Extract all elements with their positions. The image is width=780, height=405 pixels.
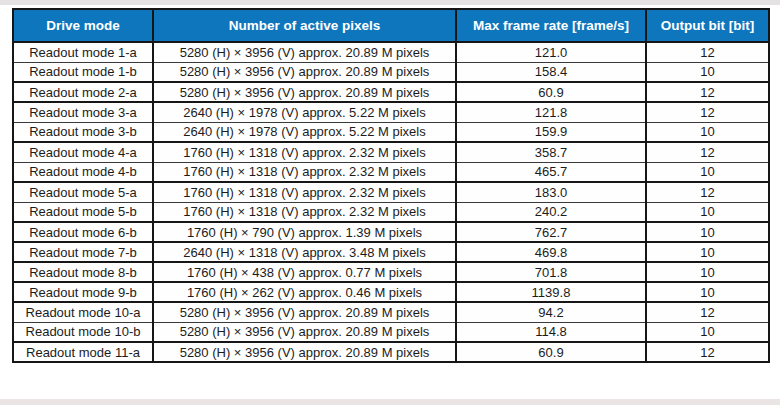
cell-max-frame-rate: 121.8 — [456, 102, 646, 122]
cell-active-pixels: 1760 (H) × 262 (V) approx. 0.46 M pixels — [153, 282, 456, 302]
cell-output-bit: 12 — [646, 182, 769, 202]
table-row: Readout mode 6-b1760 (H) × 790 (V) appro… — [13, 222, 769, 242]
table-row: Readout mode 9-b1760 (H) × 262 (V) appro… — [13, 282, 769, 302]
cell-max-frame-rate: 358.7 — [456, 142, 646, 162]
cell-active-pixels: 2640 (H) × 1318 (V) approx. 3.48 M pixel… — [153, 242, 456, 262]
table-row: Readout mode 10-b5280 (H) × 3956 (V) app… — [13, 322, 769, 342]
cell-active-pixels: 2640 (H) × 1978 (V) approx. 5.22 M pixel… — [153, 102, 456, 122]
table-row: Readout mode 10-a5280 (H) × 3956 (V) app… — [13, 302, 769, 322]
cell-drive-mode: Readout mode 5-b — [13, 202, 153, 222]
cell-drive-mode: Readout mode 9-b — [13, 282, 153, 302]
col-header-drive-mode: Drive mode — [13, 9, 153, 42]
drive-mode-table: Drive mode Number of active pixels Max f… — [12, 8, 770, 363]
cell-active-pixels: 1760 (H) × 1318 (V) approx. 2.32 M pixel… — [153, 142, 456, 162]
cell-max-frame-rate: 469.8 — [456, 242, 646, 262]
cell-max-frame-rate: 762.7 — [456, 222, 646, 242]
cell-active-pixels: 5280 (H) × 3956 (V) approx. 20.89 M pixe… — [153, 42, 456, 62]
cell-output-bit: 12 — [646, 342, 769, 362]
cell-max-frame-rate: 158.4 — [456, 62, 646, 82]
table-row: Readout mode 5-b1760 (H) × 1318 (V) appr… — [13, 202, 769, 222]
page-top-edge — [0, 0, 780, 5]
table-row: Readout mode 3-a2640 (H) × 1978 (V) appr… — [13, 102, 769, 122]
cell-output-bit: 10 — [646, 122, 769, 142]
cell-output-bit: 10 — [646, 222, 769, 242]
cell-drive-mode: Readout mode 8-b — [13, 262, 153, 282]
table-row: Readout mode 5-a1760 (H) × 1318 (V) appr… — [13, 182, 769, 202]
table-row: Readout mode 3-b2640 (H) × 1978 (V) appr… — [13, 122, 769, 142]
cell-drive-mode: Readout mode 10-a — [13, 302, 153, 322]
col-header-max-frame-rate: Max frame rate [frame/s] — [456, 9, 646, 42]
cell-drive-mode: Readout mode 10-b — [13, 322, 153, 342]
cell-active-pixels: 5280 (H) × 3956 (V) approx. 20.89 M pixe… — [153, 342, 456, 362]
document-page: Drive mode Number of active pixels Max f… — [0, 0, 780, 405]
table-row: Readout mode 7-b2640 (H) × 1318 (V) appr… — [13, 242, 769, 262]
table-row: Readout mode 4-b1760 (H) × 1318 (V) appr… — [13, 162, 769, 182]
cell-drive-mode: Readout mode 4-a — [13, 142, 153, 162]
page-bottom-edge — [0, 399, 780, 405]
cell-max-frame-rate: 121.0 — [456, 42, 646, 62]
cell-max-frame-rate: 240.2 — [456, 202, 646, 222]
cell-output-bit: 12 — [646, 102, 769, 122]
cell-max-frame-rate: 1139.8 — [456, 282, 646, 302]
cell-active-pixels: 1760 (H) × 438 (V) approx. 0.77 M pixels — [153, 262, 456, 282]
cell-max-frame-rate: 60.9 — [456, 342, 646, 362]
cell-max-frame-rate: 465.7 — [456, 162, 646, 182]
cell-output-bit: 12 — [646, 82, 769, 102]
cell-output-bit: 10 — [646, 282, 769, 302]
table-header-row: Drive mode Number of active pixels Max f… — [13, 9, 769, 42]
table-row: Readout mode 1-b5280 (H) × 3956 (V) appr… — [13, 62, 769, 82]
cell-active-pixels: 1760 (H) × 1318 (V) approx. 2.32 M pixel… — [153, 162, 456, 182]
table-row: Readout mode 2-a5280 (H) × 3956 (V) appr… — [13, 82, 769, 102]
cell-active-pixels: 5280 (H) × 3956 (V) approx. 20.89 M pixe… — [153, 302, 456, 322]
cell-active-pixels: 2640 (H) × 1978 (V) approx. 5.22 M pixel… — [153, 122, 456, 142]
col-header-output-bit: Output bit [bit] — [646, 9, 769, 42]
cell-drive-mode: Readout mode 6-b — [13, 222, 153, 242]
cell-output-bit: 10 — [646, 62, 769, 82]
cell-output-bit: 10 — [646, 162, 769, 182]
cell-active-pixels: 1760 (H) × 790 (V) approx. 1.39 M pixels — [153, 222, 456, 242]
cell-max-frame-rate: 159.9 — [456, 122, 646, 142]
cell-max-frame-rate: 60.9 — [456, 82, 646, 102]
cell-drive-mode: Readout mode 3-a — [13, 102, 153, 122]
table-row: Readout mode 1-a5280 (H) × 3956 (V) appr… — [13, 42, 769, 62]
cell-active-pixels: 1760 (H) × 1318 (V) approx. 2.32 M pixel… — [153, 202, 456, 222]
cell-drive-mode: Readout mode 4-b — [13, 162, 153, 182]
cell-active-pixels: 5280 (H) × 3956 (V) approx. 20.89 M pixe… — [153, 322, 456, 342]
cell-active-pixels: 5280 (H) × 3956 (V) approx. 20.89 M pixe… — [153, 82, 456, 102]
cell-drive-mode: Readout mode 2-a — [13, 82, 153, 102]
table-row: Readout mode 8-b1760 (H) × 438 (V) appro… — [13, 262, 769, 282]
cell-output-bit: 10 — [646, 202, 769, 222]
cell-output-bit: 12 — [646, 42, 769, 62]
cell-drive-mode: Readout mode 3-b — [13, 122, 153, 142]
cell-active-pixels: 5280 (H) × 3956 (V) approx. 20.89 M pixe… — [153, 62, 456, 82]
cell-drive-mode: Readout mode 7-b — [13, 242, 153, 262]
cell-drive-mode: Readout mode 1-a — [13, 42, 153, 62]
cell-output-bit: 10 — [646, 262, 769, 282]
cell-max-frame-rate: 183.0 — [456, 182, 646, 202]
cell-max-frame-rate: 114.8 — [456, 322, 646, 342]
cell-output-bit: 12 — [646, 142, 769, 162]
table-row: Readout mode 11-a5280 (H) × 3956 (V) app… — [13, 342, 769, 362]
cell-max-frame-rate: 701.8 — [456, 262, 646, 282]
cell-output-bit: 10 — [646, 242, 769, 262]
col-header-active-pixels: Number of active pixels — [153, 9, 456, 42]
table-body: Readout mode 1-a5280 (H) × 3956 (V) appr… — [13, 42, 769, 362]
cell-drive-mode: Readout mode 5-a — [13, 182, 153, 202]
cell-drive-mode: Readout mode 1-b — [13, 62, 153, 82]
cell-drive-mode: Readout mode 11-a — [13, 342, 153, 362]
table-row: Readout mode 4-a1760 (H) × 1318 (V) appr… — [13, 142, 769, 162]
cell-max-frame-rate: 94.2 — [456, 302, 646, 322]
cell-output-bit: 12 — [646, 302, 769, 322]
cell-output-bit: 10 — [646, 322, 769, 342]
cell-active-pixels: 1760 (H) × 1318 (V) approx. 2.32 M pixel… — [153, 182, 456, 202]
